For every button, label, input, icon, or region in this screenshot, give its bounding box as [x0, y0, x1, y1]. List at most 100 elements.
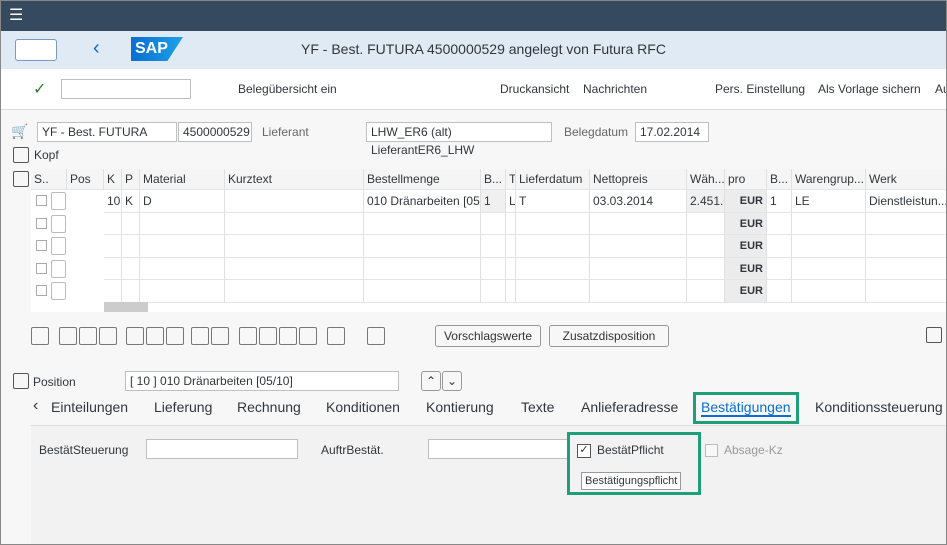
table-cell: [104, 280, 122, 303]
tool-icon[interactable]: [327, 327, 345, 345]
scrollbar[interactable]: [104, 302, 148, 312]
row-checkbox[interactable]: [36, 240, 47, 251]
tab[interactable]: Kontierung: [426, 399, 494, 415]
tool-icon[interactable]: [99, 327, 117, 345]
tab[interactable]: Texte: [521, 399, 555, 415]
table-cell: [140, 280, 225, 303]
column-header[interactable]: Kurztext: [225, 169, 364, 190]
tool-icon[interactable]: [279, 327, 297, 345]
row-selector[interactable]: [51, 192, 66, 210]
table-cell: [481, 212, 506, 235]
planning-button[interactable]: Zusatzdisposition: [549, 325, 669, 347]
column-header[interactable]: K: [104, 169, 122, 190]
table-cell: [140, 212, 225, 235]
vendor[interactable]: LHW_ER6 (alt) LieferantER6_LHW: [366, 122, 552, 157]
reject-label: Absage-Kz: [724, 443, 783, 457]
row-selector[interactable]: [51, 237, 66, 255]
check-icon[interactable]: ✓: [33, 81, 47, 98]
toolbar-item[interactable]: Druckansicht: [500, 82, 570, 96]
tooltip: Bestätigungspflicht: [581, 472, 682, 490]
highlight-box: [567, 432, 701, 495]
table-cell: [364, 235, 481, 258]
column-header[interactable]: Material: [140, 169, 225, 190]
command-field[interactable]: [61, 79, 191, 99]
ack-field[interactable]: [428, 439, 568, 459]
column-header[interactable]: Werk: [866, 169, 946, 190]
table-cell: EUR: [725, 235, 767, 258]
date[interactable]: 17.02.2014: [635, 122, 709, 142]
tool-icon[interactable]: [79, 327, 97, 345]
column-header[interactable]: P: [122, 169, 140, 190]
menu-button[interactable]: [15, 39, 57, 61]
required-checkbox[interactable]: ✓: [577, 444, 591, 458]
menu-icon[interactable]: ☰: [9, 7, 24, 24]
tool-icon[interactable]: [31, 327, 49, 345]
toolbar-item[interactable]: Au: [935, 82, 946, 96]
tool-icon[interactable]: [211, 327, 229, 345]
reject-checkbox[interactable]: [705, 444, 718, 457]
tab-active[interactable]: Bestätigungen: [701, 399, 791, 417]
table-cell: EUR: [725, 190, 767, 213]
tab[interactable]: Konditionen: [326, 399, 400, 415]
proposal-button[interactable]: Vorschlagswerte: [435, 325, 541, 347]
table-cell: [687, 212, 725, 235]
tool-icon[interactable]: [259, 327, 277, 345]
tab[interactable]: Lieferung: [154, 399, 213, 415]
doc-number[interactable]: 4500000529: [178, 122, 252, 142]
column-header[interactable]: pro: [725, 169, 767, 190]
column-header[interactable]: Nettopreis: [590, 169, 687, 190]
position-icon[interactable]: [13, 373, 29, 389]
column-header[interactable]: Lieferdatum: [516, 169, 590, 190]
row-selector[interactable]: [51, 282, 66, 300]
tab[interactable]: Rechnung: [237, 399, 301, 415]
row-selector[interactable]: [51, 214, 66, 233]
column-header[interactable]: B...: [481, 169, 506, 190]
back-button[interactable]: ‹: [93, 37, 100, 59]
column-header[interactable]: Wäh...: [687, 169, 725, 190]
table-cell: [122, 212, 140, 235]
control-field[interactable]: [146, 439, 298, 459]
tool-icon[interactable]: [126, 327, 144, 345]
tab[interactable]: Konditionssteuerung: [815, 399, 943, 415]
tab-left[interactable]: ‹: [33, 397, 39, 414]
expand-icon[interactable]: [13, 147, 29, 163]
column-header[interactable]: Pos: [67, 169, 104, 190]
table-cell: [590, 212, 687, 235]
column-header[interactable]: T: [506, 169, 516, 190]
sap-logo: SAP: [131, 37, 183, 61]
toolbar-item[interactable]: Nachrichten: [583, 82, 648, 96]
settings-icon[interactable]: [926, 327, 942, 343]
toolbar-item[interactable]: Belegübersicht ein: [238, 82, 337, 96]
column-header[interactable]: Bestellmenge: [364, 169, 481, 190]
table-cell: EUR: [725, 257, 767, 280]
tool-icon[interactable]: [191, 327, 209, 345]
toolbar-item[interactable]: Pers. Einstellung: [715, 82, 806, 96]
up-button[interactable]: ⌃: [421, 371, 441, 391]
column-header[interactable]: S..: [31, 169, 67, 190]
row-checkbox[interactable]: [36, 262, 47, 274]
doc-type[interactable]: YF - Best. FUTURA: [37, 122, 177, 142]
tab[interactable]: Einteilungen: [51, 399, 129, 415]
down-button[interactable]: ⌄: [442, 371, 462, 391]
table-cell: [767, 212, 792, 235]
column-header[interactable]: Warengrup...: [792, 169, 866, 190]
tool-icon[interactable]: [299, 327, 317, 345]
table-cell: [687, 257, 725, 280]
tool-icon[interactable]: [239, 327, 257, 345]
row-checkbox[interactable]: [36, 285, 47, 296]
position-select[interactable]: [ 10 ] 010 Dränarbeiten [05/10]: [125, 371, 399, 391]
table-cell: [866, 212, 946, 235]
tool-icon[interactable]: [59, 327, 77, 345]
row-selector[interactable]: [51, 259, 66, 278]
tool-icon[interactable]: [166, 327, 184, 345]
tab[interactable]: Anlieferadresse: [581, 399, 679, 415]
tool-icon[interactable]: [367, 327, 385, 345]
row-checkbox[interactable]: [36, 217, 47, 229]
collapse-icon[interactable]: [13, 171, 29, 187]
table-cell: [792, 280, 866, 303]
column-header[interactable]: B...: [767, 169, 792, 190]
row-checkbox[interactable]: [36, 195, 47, 206]
table-cell: [687, 235, 725, 258]
toolbar-item[interactable]: Als Vorlage sichern: [818, 82, 921, 96]
tool-icon[interactable]: [146, 327, 164, 345]
